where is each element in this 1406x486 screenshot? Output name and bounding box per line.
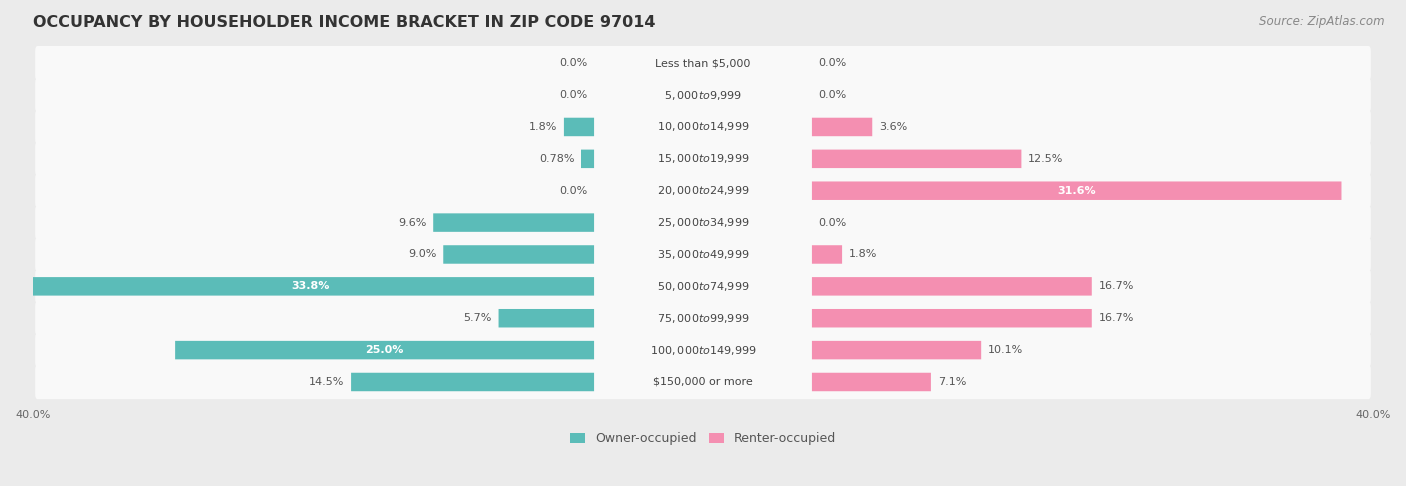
Text: 1.8%: 1.8% (529, 122, 557, 132)
Text: 0.0%: 0.0% (560, 58, 588, 68)
Text: 25.0%: 25.0% (366, 345, 404, 355)
Text: $50,000 to $74,999: $50,000 to $74,999 (657, 280, 749, 293)
FancyBboxPatch shape (811, 341, 981, 359)
FancyBboxPatch shape (35, 365, 1371, 399)
Text: 33.8%: 33.8% (291, 281, 330, 291)
FancyBboxPatch shape (581, 150, 595, 168)
Text: 0.0%: 0.0% (560, 186, 588, 196)
Text: 0.0%: 0.0% (818, 90, 846, 100)
FancyBboxPatch shape (35, 78, 1371, 112)
Text: $100,000 to $149,999: $100,000 to $149,999 (650, 344, 756, 357)
FancyBboxPatch shape (35, 110, 1371, 144)
FancyBboxPatch shape (811, 277, 1092, 295)
FancyBboxPatch shape (35, 46, 1371, 80)
Text: 0.0%: 0.0% (818, 218, 846, 227)
Text: 16.7%: 16.7% (1098, 313, 1133, 323)
Text: OCCUPANCY BY HOUSEHOLDER INCOME BRACKET IN ZIP CODE 97014: OCCUPANCY BY HOUSEHOLDER INCOME BRACKET … (32, 15, 655, 30)
FancyBboxPatch shape (811, 245, 842, 264)
Text: $15,000 to $19,999: $15,000 to $19,999 (657, 152, 749, 165)
Text: $5,000 to $9,999: $5,000 to $9,999 (664, 88, 742, 102)
Text: 9.6%: 9.6% (398, 218, 426, 227)
FancyBboxPatch shape (811, 150, 1021, 168)
FancyBboxPatch shape (176, 341, 595, 359)
FancyBboxPatch shape (35, 301, 1371, 335)
Text: 0.0%: 0.0% (818, 58, 846, 68)
Legend: Owner-occupied, Renter-occupied: Owner-occupied, Renter-occupied (569, 432, 837, 445)
FancyBboxPatch shape (499, 309, 595, 328)
Text: 9.0%: 9.0% (408, 249, 436, 260)
Text: $75,000 to $99,999: $75,000 to $99,999 (657, 312, 749, 325)
Text: 31.6%: 31.6% (1057, 186, 1097, 196)
FancyBboxPatch shape (352, 373, 595, 391)
FancyBboxPatch shape (433, 213, 595, 232)
Text: 16.7%: 16.7% (1098, 281, 1133, 291)
Text: 0.0%: 0.0% (560, 90, 588, 100)
Text: $25,000 to $34,999: $25,000 to $34,999 (657, 216, 749, 229)
Text: 7.1%: 7.1% (938, 377, 966, 387)
Text: 10.1%: 10.1% (988, 345, 1024, 355)
Text: $150,000 or more: $150,000 or more (654, 377, 752, 387)
Text: $35,000 to $49,999: $35,000 to $49,999 (657, 248, 749, 261)
Text: Source: ZipAtlas.com: Source: ZipAtlas.com (1260, 15, 1385, 28)
FancyBboxPatch shape (35, 206, 1371, 240)
Text: 12.5%: 12.5% (1028, 154, 1063, 164)
FancyBboxPatch shape (35, 269, 1371, 304)
Text: $20,000 to $24,999: $20,000 to $24,999 (657, 184, 749, 197)
FancyBboxPatch shape (35, 174, 1371, 208)
FancyBboxPatch shape (564, 118, 595, 136)
Text: 14.5%: 14.5% (309, 377, 344, 387)
Text: 0.78%: 0.78% (538, 154, 574, 164)
FancyBboxPatch shape (35, 141, 1371, 176)
FancyBboxPatch shape (811, 118, 872, 136)
FancyBboxPatch shape (28, 277, 595, 295)
FancyBboxPatch shape (35, 237, 1371, 272)
FancyBboxPatch shape (35, 333, 1371, 367)
FancyBboxPatch shape (811, 373, 931, 391)
Text: Less than $5,000: Less than $5,000 (655, 58, 751, 68)
Text: 3.6%: 3.6% (879, 122, 907, 132)
FancyBboxPatch shape (811, 309, 1092, 328)
Text: 1.8%: 1.8% (849, 249, 877, 260)
FancyBboxPatch shape (811, 181, 1341, 200)
Text: 5.7%: 5.7% (464, 313, 492, 323)
Text: $10,000 to $14,999: $10,000 to $14,999 (657, 121, 749, 134)
FancyBboxPatch shape (443, 245, 595, 264)
